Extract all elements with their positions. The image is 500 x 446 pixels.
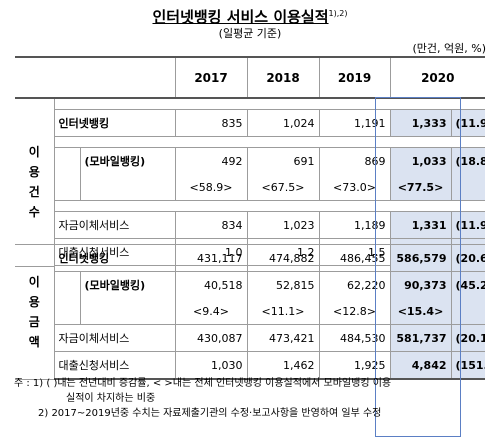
amount-mobile-label: (모바일뱅킹) (79, 271, 176, 298)
amount-mobile-2018: 52,815 (246, 271, 320, 298)
amount-transfer-2018: 473,421 (246, 324, 320, 352)
count-transfer-2018: 1,023 (246, 211, 320, 239)
amount-share-2018: <11.1> (246, 298, 320, 325)
count-share-2020: <77.5> (389, 174, 452, 201)
count-transfer-2020: 1,331 (389, 211, 452, 239)
amount-share-row: <9.4> <11.1> <12.8> <15.4> (15, 298, 486, 325)
count-internet-2019: 1,191 (318, 109, 391, 137)
amount-loan-2018: 1,462 (246, 351, 320, 380)
amount-internet-2019: 486,455 (318, 244, 391, 272)
count-mobile-chg: (18.8) (450, 147, 486, 174)
amount-mobile-row: (모바일뱅킹) 40,518 52,815 62,220 90,373 (45.… (15, 271, 486, 325)
amount-loan-2019: 1,925 (318, 351, 391, 380)
amount-share-2019: <12.8> (318, 298, 391, 325)
title-footnote-ref: 1),2) (328, 9, 348, 18)
title-text: 인터넷뱅킹 서비스 이용실적 (152, 8, 329, 26)
count-transfer-2017: 834 (174, 211, 248, 239)
count-transfer-chg: (11.9) (450, 211, 486, 239)
unit-note: (만건, 억원, %) (412, 42, 486, 55)
header-2020: 2020 (389, 56, 486, 99)
amount-transfer-2019: 484,530 (318, 324, 391, 352)
amount-internet-chg: (20.6) (450, 244, 486, 272)
amount-transfer-row: 자금이체서비스 430,087 473,421 484,530 581,737 … (15, 324, 486, 352)
amount-loan-chg: (151.5) (450, 351, 486, 380)
count-internet-row: 인터넷뱅킹 835 1,024 1,191 1,333 (11.9) (15, 109, 486, 137)
header-2017: 2017 (174, 56, 248, 99)
header-row: 2017 2018 2019 2020 (15, 56, 486, 99)
count-mobile-2020: 1,033 (389, 147, 452, 174)
footnote-1: 주 : 1) ( )내는 전년대비 증감률, < >내는 전체 인터넷뱅킹 이용… (14, 378, 392, 389)
count-transfer-2019: 1,189 (318, 211, 391, 239)
amount-transfer-2017: 430,087 (174, 324, 248, 352)
count-mobile-row: (모바일뱅킹) 492 691 869 1,033 (18.8) (15, 147, 486, 201)
amount-loan-row: 대출신청서비스 1,030 1,462 1,925 4,842 (151.5) (15, 351, 486, 380)
count-share-2019: <73.0> (318, 174, 391, 201)
amount-mobile-chg: (45.2) (450, 271, 486, 298)
count-mobile-2019: 869 (318, 147, 391, 174)
page-title: 인터넷뱅킹 서비스 이용실적1),2) (0, 6, 500, 27)
count-mobile-2018: 691 (246, 147, 320, 174)
footnotes: 주 : 1) ( )내는 전년대비 증감률, < >내는 전체 인터넷뱅킹 이용… (14, 376, 391, 421)
count-mobile-2017: 492 (174, 147, 248, 174)
amount-internet-2017: 431,117 (174, 244, 248, 272)
count-mobile-label: (모바일뱅킹) (79, 147, 176, 174)
subtitle: (일평균 기준) (218, 27, 282, 40)
amount-share-2017: <9.4> (174, 298, 248, 325)
header-2018: 2018 (246, 56, 320, 99)
count-internet-2020: 1,333 (389, 109, 452, 137)
header-2019: 2019 (318, 56, 391, 99)
amount-loan-label: 대출신청서비스 (53, 351, 176, 380)
amount-mobile-2017: 40,518 (174, 271, 248, 298)
count-internet-2017: 835 (174, 109, 248, 137)
amount-loan-2017: 1,030 (174, 351, 248, 380)
amount-share-2020: <15.4> (389, 298, 452, 325)
amount-mobile-2020: 90,373 (389, 271, 452, 298)
amount-internet-2018: 474,882 (246, 244, 320, 272)
amount-transfer-chg: (20.1) (450, 324, 486, 352)
amount-internet-2020: 586,579 (389, 244, 452, 272)
count-share-2017: <58.9> (174, 174, 248, 201)
amount-transfer-label: 자금이체서비스 (53, 324, 176, 352)
amount-mobile-2019: 62,220 (318, 271, 391, 298)
count-internet-label: 인터넷뱅킹 (53, 109, 176, 137)
count-share-row: <58.9> <67.5> <73.0> <77.5> (15, 174, 486, 201)
header-blank (15, 56, 176, 99)
count-share-2018: <67.5> (246, 174, 320, 201)
count-internet-2018: 1,024 (246, 109, 320, 137)
footnote-1-cont: 실적이 차지하는 비중 (66, 393, 156, 404)
amount-transfer-2020: 581,737 (389, 324, 452, 352)
count-transfer-label: 자금이체서비스 (53, 211, 176, 239)
count-transfer-row: 자금이체서비스 834 1,023 1,189 1,331 (11.9) (15, 211, 486, 239)
amount-loan-2020: 4,842 (389, 351, 452, 380)
amount-internet-label: 인터넷뱅킹 (53, 244, 176, 272)
count-internet-chg: (11.9) (450, 109, 486, 137)
footnote-2: 2) 2017~2019년중 수치는 자료제출기관의 수정·보고사항을 반영하여… (38, 408, 382, 419)
